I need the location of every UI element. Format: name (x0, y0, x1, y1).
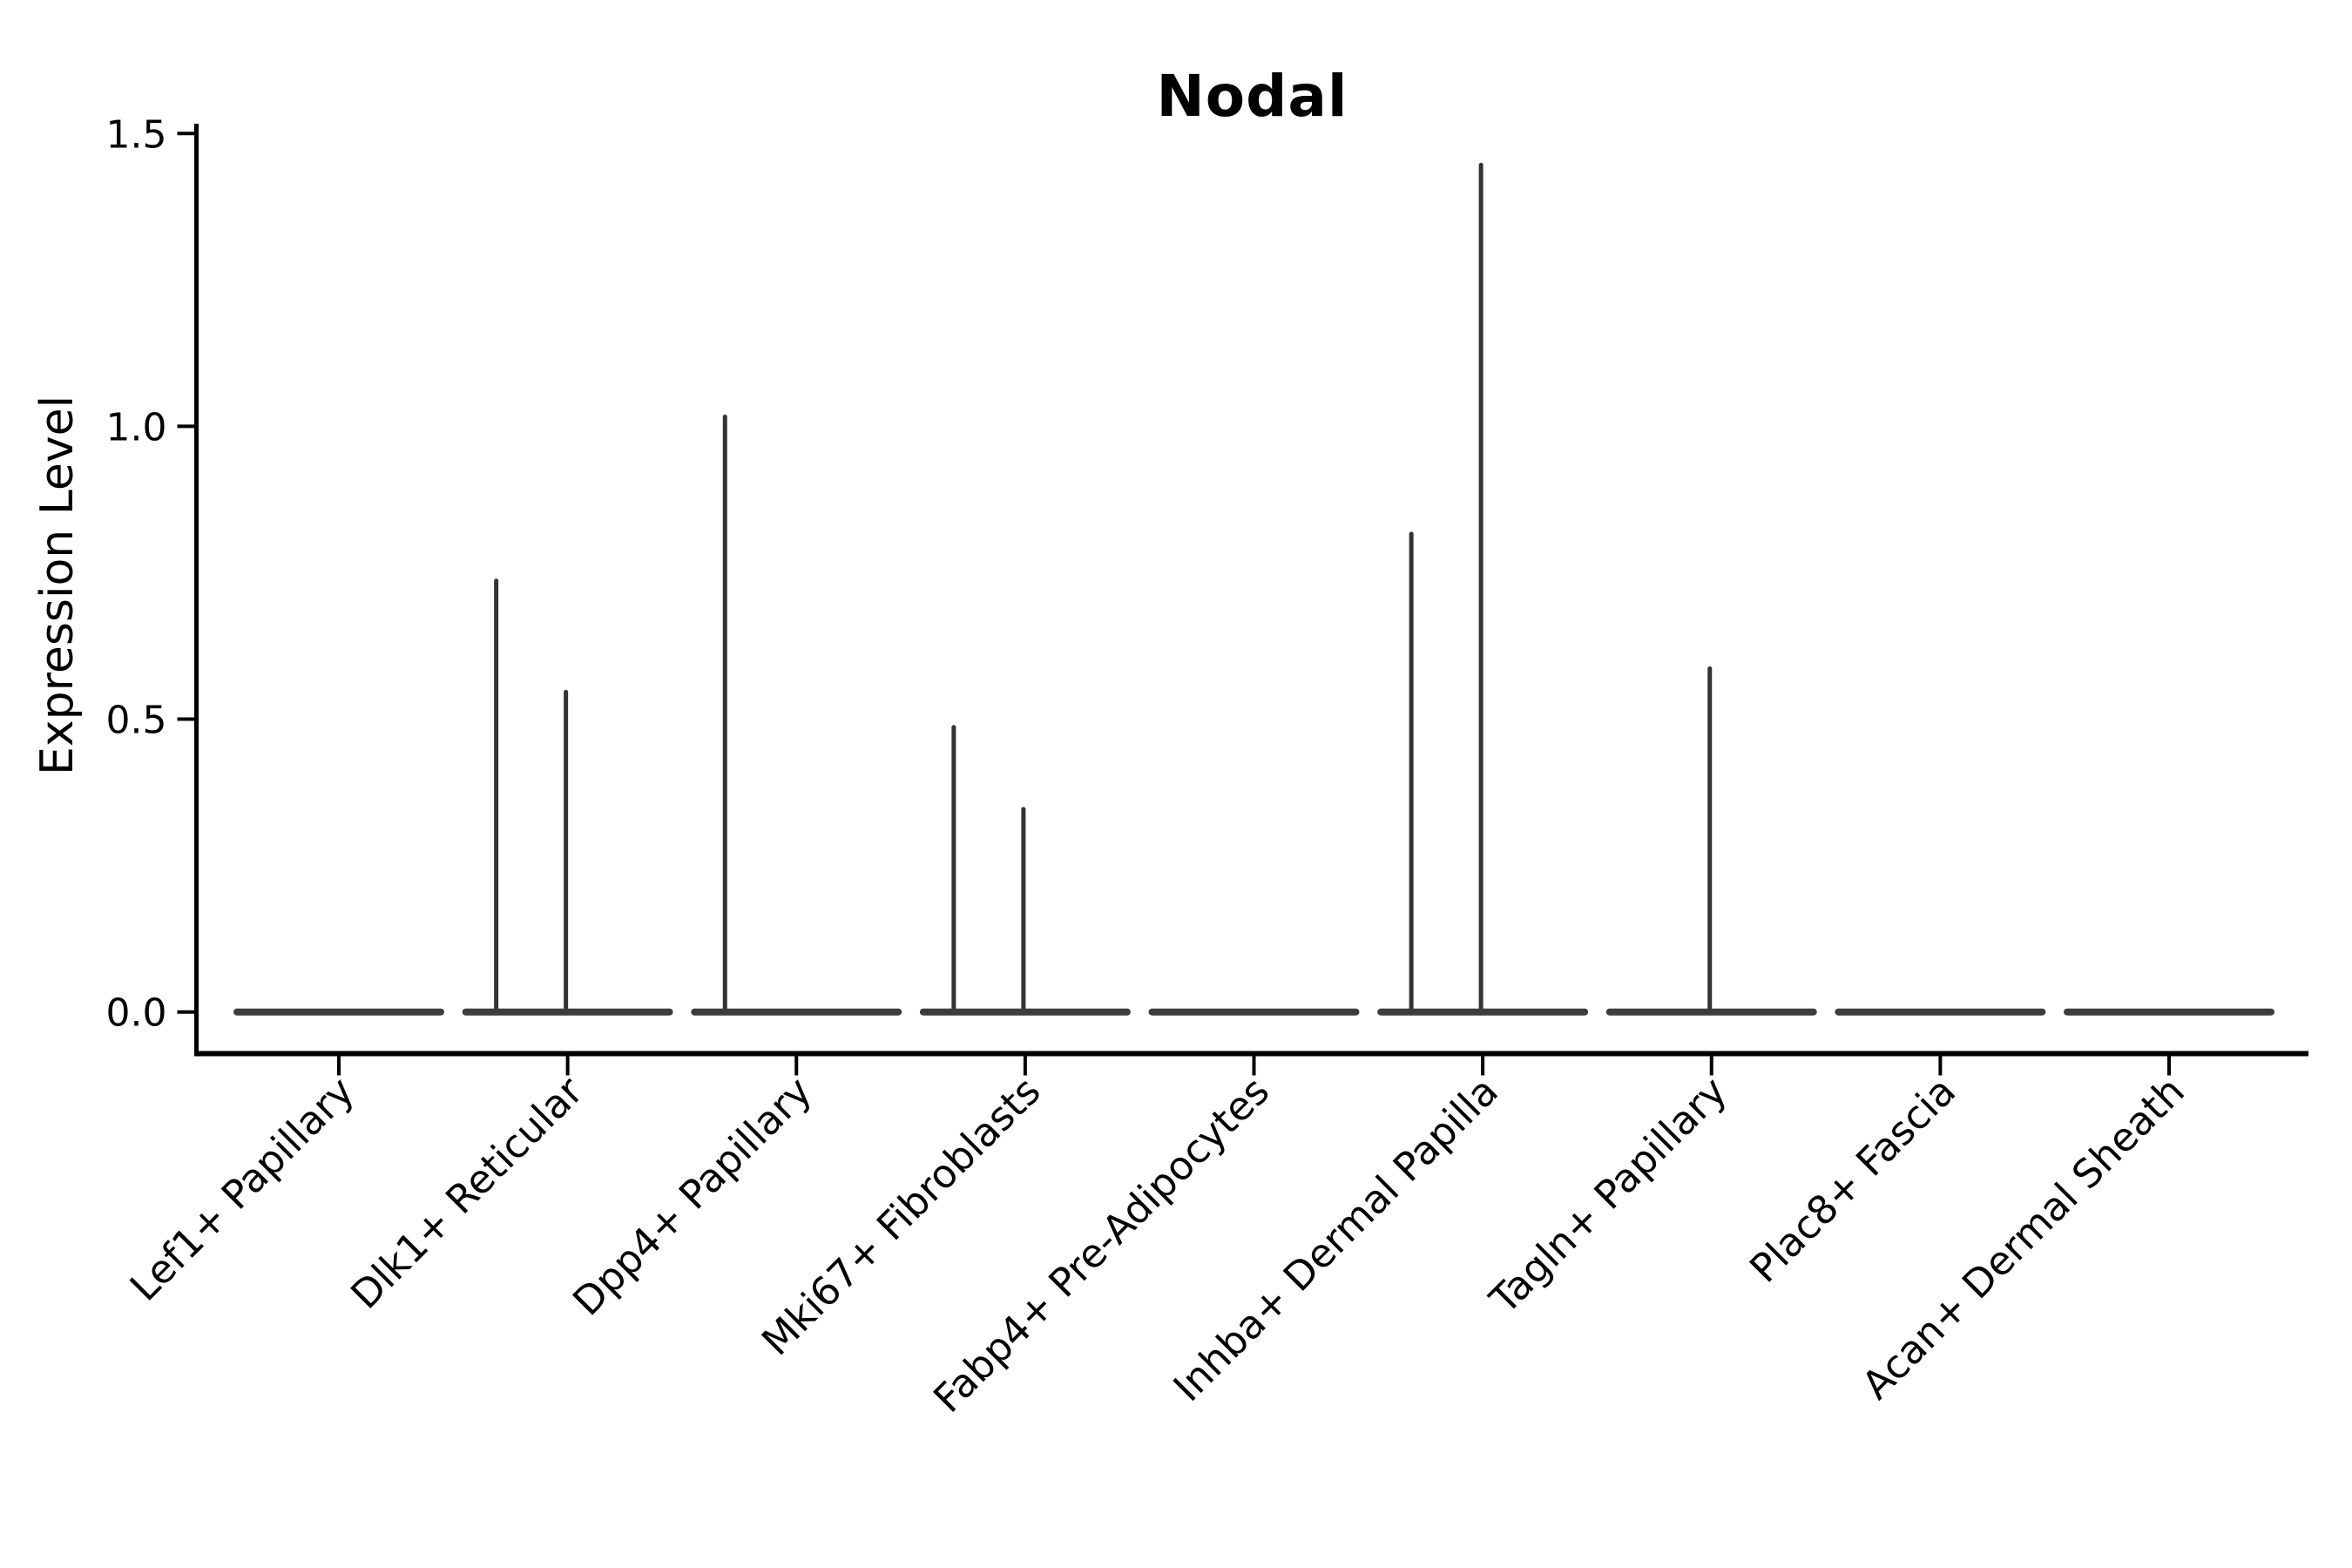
violin-base (1148, 1008, 1360, 1016)
violin-base (1605, 1008, 1817, 1016)
violin-spike (951, 725, 956, 1016)
violin-spike (494, 578, 499, 1016)
y-tick-label: 0.5 (106, 699, 167, 743)
x-tick-label: Dlk1+ Reticular (341, 1067, 591, 1317)
y-tick-label: 0.0 (106, 991, 167, 1036)
violin-base (691, 1008, 902, 1016)
x-tick-label: Tagln+ Papillary (1480, 1068, 1735, 1323)
violin-base (462, 1008, 673, 1016)
chart-title: Nodal (1156, 63, 1348, 130)
violin-base (233, 1008, 444, 1016)
violin-spike (722, 414, 727, 1016)
violin-spike (564, 689, 569, 1016)
x-tick-label: Lef1+ Papillary (121, 1068, 363, 1310)
violin-base (1835, 1008, 2046, 1016)
violin-base (2064, 1008, 2274, 1016)
violin-spike (1478, 162, 1484, 1016)
violin-spike (1707, 666, 1713, 1016)
x-tick-label: Plac8+ Fascia (1740, 1068, 1964, 1292)
violin-spike (1409, 531, 1414, 1016)
y-tick-label: 1.5 (106, 112, 167, 157)
x-tick-label: Dpp4+ Papillary (564, 1068, 821, 1325)
violin-base (1377, 1008, 1589, 1016)
y-tick-label: 1.0 (106, 405, 167, 449)
violin-base (919, 1008, 1131, 1016)
violin-spike (1021, 807, 1026, 1016)
